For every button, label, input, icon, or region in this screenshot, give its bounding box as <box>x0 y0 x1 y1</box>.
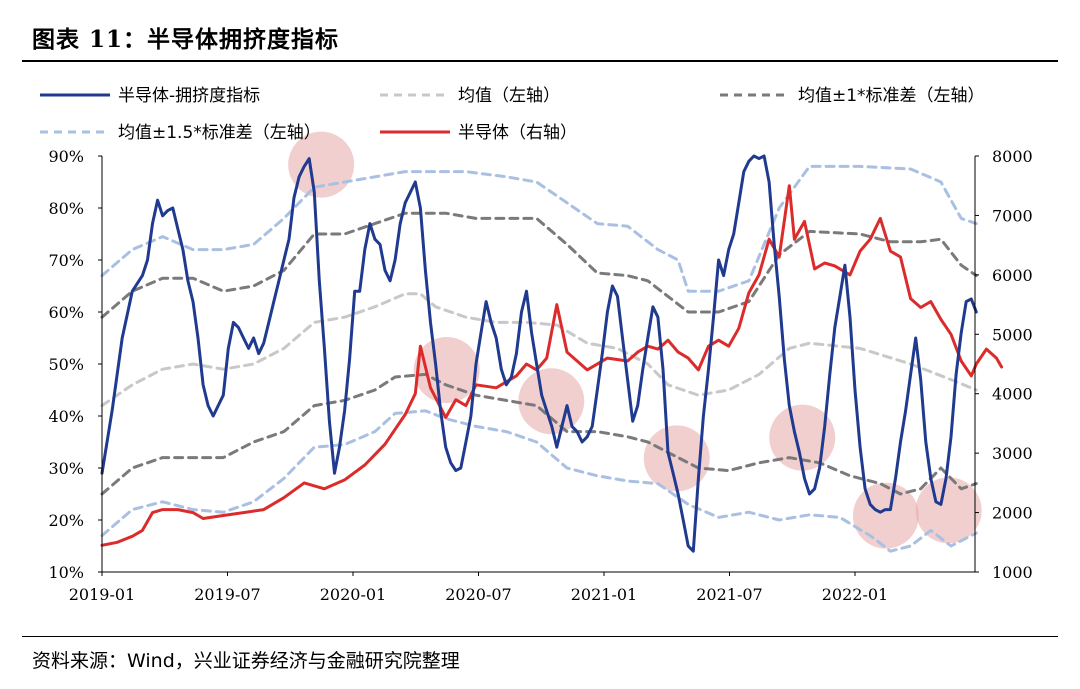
legend-label: 半导体-拥挤度指标 <box>118 86 260 106</box>
y-right-tick-label: 4000 <box>992 385 1033 404</box>
y-right-tick-label: 2000 <box>992 504 1033 523</box>
series-line <box>100 184 1004 547</box>
y-left-tick-label: 30% <box>48 459 84 478</box>
y-right-tick-label: 1000 <box>992 563 1033 582</box>
y-left-tick-label: 40% <box>48 407 84 426</box>
x-tick-label: 2022-01 <box>822 585 888 604</box>
y-right-tick-label: 8000 <box>992 147 1033 166</box>
series-line <box>100 154 978 553</box>
y-right-tick-label: 6000 <box>992 266 1033 285</box>
axes: 10% 20% 30% 40% 50% 60% 70% 80% 90% 1000 2000 3000 4… <box>48 147 1032 604</box>
y-left-tick-label: 20% <box>48 511 84 530</box>
series-line <box>100 292 978 408</box>
legend-label: 半导体（右轴） <box>458 123 577 143</box>
x-tick-label: 2021-01 <box>571 585 637 604</box>
y-right-tick-label: 7000 <box>992 206 1033 225</box>
highlight-circle <box>288 131 355 198</box>
series-line <box>100 211 978 319</box>
x-tick-label: 2019-07 <box>194 585 260 604</box>
y-left-tick-label: 10% <box>48 563 84 582</box>
y-left-tick-label: 80% <box>48 199 84 218</box>
legend: 半导体-拥挤度指标 均值（左轴） 均值±1*标准差（左轴） 均值±1.5*标准差（左轴… <box>40 86 985 143</box>
source-note: 资料来源：Wind，兴业证券经济与金融研究院整理 <box>32 650 460 672</box>
y-right-tick-label: 5000 <box>992 325 1033 344</box>
figure-title: 图表 11：半导体拥挤度指标 <box>32 26 340 53</box>
x-tick-label: 2020-01 <box>320 585 386 604</box>
highlight-circles <box>288 131 982 549</box>
y-left-tick-label: 50% <box>48 355 84 374</box>
series-line <box>100 372 978 496</box>
highlight-circle <box>413 337 480 403</box>
y-left-tick-label: 90% <box>48 147 84 166</box>
x-tick-label: 2021-07 <box>696 585 762 604</box>
series-line <box>100 164 978 293</box>
source-rule <box>22 636 1058 637</box>
highlight-circle <box>769 404 836 471</box>
y-right-tick-label: 3000 <box>992 444 1033 463</box>
highlight-circle <box>643 425 710 492</box>
x-tick-label: 2019-01 <box>69 585 135 604</box>
series-lines <box>100 154 1004 553</box>
highlight-circle <box>915 477 982 544</box>
y-left-tick-label: 70% <box>48 251 84 270</box>
y-left-tick-label: 60% <box>48 303 84 322</box>
legend-label: 均值±1*标准差（左轴） <box>798 86 985 106</box>
series-line <box>100 409 978 553</box>
highlight-circle <box>518 368 585 435</box>
x-tick-label: 2020-07 <box>445 585 511 604</box>
legend-label: 均值±1.5*标准差（左轴） <box>118 123 321 143</box>
legend-label: 均值（左轴） <box>458 86 560 106</box>
title-rule <box>22 60 1058 62</box>
